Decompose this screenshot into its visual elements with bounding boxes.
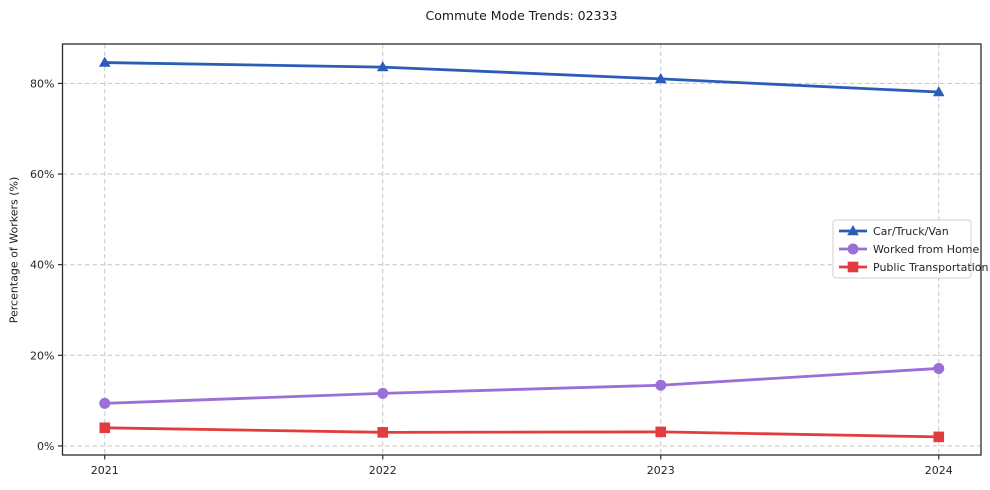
series-marker-worked-from-home bbox=[377, 387, 389, 399]
series-marker-public-transportation bbox=[99, 422, 111, 434]
series-marker-public-transportation bbox=[377, 427, 389, 438]
y-tick-label: 40% bbox=[30, 259, 54, 272]
y-tick-label: 80% bbox=[30, 77, 54, 90]
legend-box bbox=[832, 219, 972, 279]
legend: Car/Truck/Van Worked from Home Public Tran… bbox=[832, 219, 989, 279]
series-worked-from-home bbox=[99, 362, 945, 409]
legend-item-public-transportation: Public Transportation bbox=[839, 261, 989, 274]
gridlines bbox=[62, 44, 981, 455]
series-marker-car-truck-van bbox=[932, 86, 945, 97]
x-tick-label: 2023 bbox=[647, 464, 675, 477]
legend-label: Car/Truck/Van bbox=[873, 225, 949, 238]
plot-border bbox=[61, 43, 982, 456]
series-line-car-truck-van bbox=[103, 61, 941, 94]
legend-item-car-truck-van: Car/Truck/Van bbox=[839, 225, 949, 238]
y-axis-label: Percentage of Workers (%) bbox=[7, 176, 21, 324]
series-marker-public-transportation bbox=[655, 426, 667, 438]
series-marker-car-truck-van bbox=[98, 56, 111, 67]
series-marker-public-transportation bbox=[933, 431, 945, 443]
x-tick-label: 2022 bbox=[369, 464, 397, 477]
legend-item-worked-from-home: Worked from Home bbox=[839, 243, 980, 256]
legend-marker-triangle bbox=[847, 225, 859, 236]
series-public-transportation bbox=[99, 422, 945, 443]
legend-marker-circle bbox=[847, 243, 859, 255]
series-marker-worked-from-home bbox=[99, 397, 111, 409]
legend-label: Worked from Home bbox=[873, 243, 980, 256]
series-marker-car-truck-van bbox=[654, 72, 667, 84]
series-marker-worked-from-home bbox=[933, 362, 945, 374]
series-marker-worked-from-home bbox=[655, 379, 667, 391]
axis-tick-labels: 2021 2022 2023 2024 0% 20% 40% 60% 80% bbox=[30, 77, 953, 477]
legend-label: Public Transportation bbox=[873, 261, 989, 274]
x-tick-label: 2021 bbox=[91, 464, 119, 477]
x-tick-label: 2024 bbox=[925, 464, 953, 477]
y-tick-label: 0% bbox=[37, 440, 54, 453]
chart-title: Commute Mode Trends: 02333 bbox=[425, 8, 618, 23]
series-line-worked-from-home bbox=[103, 367, 941, 405]
legend-marker-square bbox=[847, 261, 859, 273]
axis-ticks bbox=[58, 82, 940, 460]
y-tick-label: 20% bbox=[30, 349, 54, 362]
y-tick-label: 60% bbox=[30, 168, 54, 181]
series-line-public-transportation bbox=[103, 426, 941, 439]
series-marker-car-truck-van bbox=[376, 61, 389, 72]
series-car-truck-van bbox=[98, 56, 945, 97]
